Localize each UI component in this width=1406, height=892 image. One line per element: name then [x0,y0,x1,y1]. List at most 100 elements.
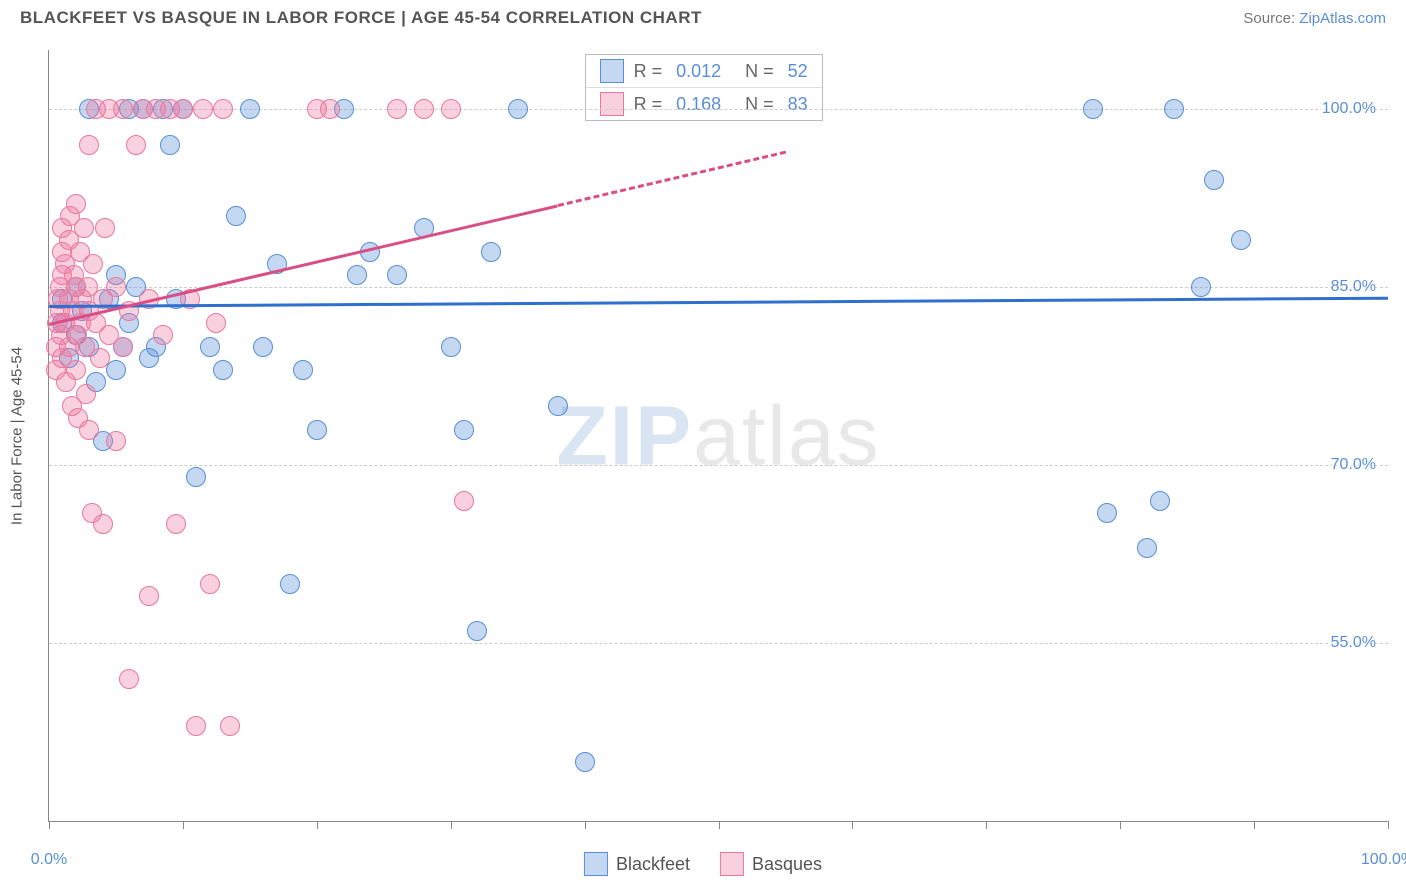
data-point [153,325,173,345]
data-point [93,514,113,534]
data-point [200,574,220,594]
x-tick-label: 100.0% [1361,851,1406,869]
data-point [126,135,146,155]
trend-line [557,151,785,207]
data-point [106,360,126,380]
data-point [76,384,96,404]
x-tick [585,821,586,829]
data-point [1204,170,1224,190]
data-point [193,99,213,119]
data-point [347,265,367,285]
data-point [106,431,126,451]
x-tick [1254,821,1255,829]
data-point [1097,503,1117,523]
x-tick-label: 0.0% [31,851,67,869]
data-point [454,491,474,511]
legend-r-value: 0.012 [676,61,721,82]
legend-swatch [584,852,608,876]
series-legend-item: Basques [720,852,822,876]
x-tick [1388,821,1389,829]
data-point [83,254,103,274]
data-point [253,337,273,357]
data-point [139,586,159,606]
data-point [186,467,206,487]
data-point [320,99,340,119]
y-tick-label: 55.0% [1329,634,1378,652]
data-point [95,218,115,238]
chart-title: BLACKFEET VS BASQUE IN LABOR FORCE | AGE… [20,8,702,28]
gridline-h [49,643,1388,644]
data-point [79,135,99,155]
legend-swatch [720,852,744,876]
data-point [113,337,133,357]
data-point [166,514,186,534]
series-legend: Blackfeet Basques [584,852,822,876]
data-point [240,99,260,119]
data-point [575,752,595,772]
x-tick [1120,821,1121,829]
data-point [508,99,528,119]
data-point [548,396,568,416]
legend-swatch [600,92,624,116]
legend-n-value: 52 [788,61,808,82]
chart-container: In Labor Force | Age 45-54 ZIPatlas R =0… [0,40,1406,892]
trend-line [49,297,1388,308]
legend-row: R =0.012N =52 [586,55,822,88]
data-point [66,194,86,214]
data-point [79,420,99,440]
data-point [90,348,110,368]
data-point [213,360,233,380]
legend-r-value: 0.168 [676,94,721,115]
data-point [213,99,233,119]
data-point [1150,491,1170,511]
gridline-h [49,287,1388,288]
y-tick-label: 100.0% [1320,100,1378,118]
legend-swatch [600,59,624,83]
y-tick-label: 70.0% [1329,456,1378,474]
source-attribution: Source: ZipAtlas.com [1243,10,1386,27]
x-tick [986,821,987,829]
data-point [1137,538,1157,558]
y-tick-label: 85.0% [1329,278,1378,296]
data-point [467,621,487,641]
data-point [280,574,300,594]
legend-n-value: 83 [788,94,808,115]
data-point [387,99,407,119]
data-point [1164,99,1184,119]
data-point [1231,230,1251,250]
x-tick [852,821,853,829]
data-point [414,99,434,119]
correlation-legend: R =0.012N =52R =0.168N =83 [585,54,823,121]
data-point [226,206,246,226]
data-point [1083,99,1103,119]
data-point [293,360,313,380]
data-point [1191,277,1211,297]
data-point [387,265,407,285]
plot-area: In Labor Force | Age 45-54 ZIPatlas R =0… [48,50,1388,822]
source-link[interactable]: ZipAtlas.com [1299,10,1386,27]
data-point [441,337,461,357]
data-point [441,99,461,119]
x-tick [49,821,50,829]
legend-row: R =0.168N =83 [586,88,822,120]
data-point [119,669,139,689]
data-point [200,337,220,357]
data-point [66,360,86,380]
data-point [113,99,133,119]
data-point [173,99,193,119]
series-legend-item: Blackfeet [584,852,690,876]
data-point [186,716,206,736]
data-point [481,242,501,262]
data-point [307,420,327,440]
data-point [160,135,180,155]
trend-line [49,204,558,326]
watermark: ZIPatlas [556,387,880,484]
data-point [74,218,94,238]
y-axis-label: In Labor Force | Age 45-54 [9,346,26,524]
x-tick [317,821,318,829]
x-tick [183,821,184,829]
data-point [220,716,240,736]
x-tick [719,821,720,829]
data-point [106,277,126,297]
gridline-h [49,465,1388,466]
